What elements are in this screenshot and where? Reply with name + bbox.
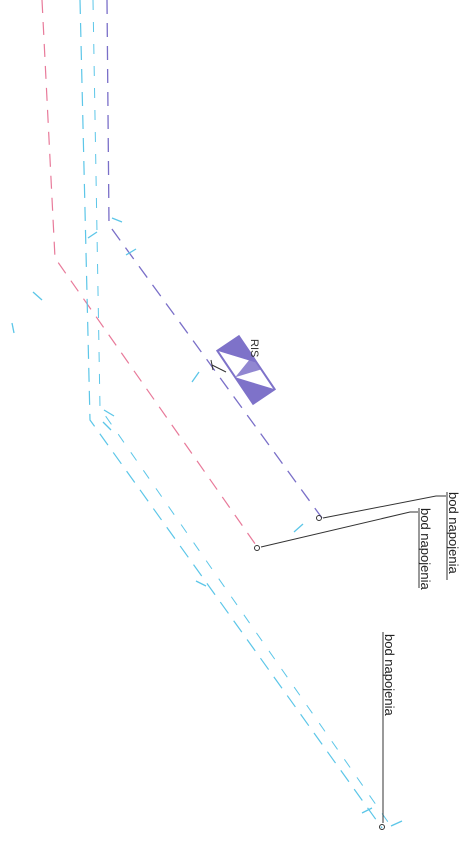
- feed-point-2-leader: [260, 511, 418, 548]
- feed-point-3-marker: [379, 824, 385, 830]
- cyan-tick: [361, 807, 373, 814]
- cyan-conduit-line-outer: [79, 0, 383, 829]
- cyan-tick: [191, 371, 200, 383]
- cyan-tick: [11, 322, 15, 334]
- cyan-tick: [390, 820, 403, 827]
- feed-point-1-marker: [316, 515, 322, 521]
- ris-cabinet-symbol: [210, 334, 277, 406]
- ris-cabinet-fill-left: [217, 336, 257, 363]
- cyan-tick: [32, 291, 43, 301]
- cyan-tick-marks: [11, 217, 403, 827]
- feed-point-3-label: bod napojenia: [382, 634, 397, 716]
- purple-conduit-line: [106, 0, 323, 519]
- cyan-tick: [293, 523, 304, 533]
- cyan-tick: [103, 409, 115, 417]
- ris-cabinet-stub-end: [210, 359, 214, 371]
- ris-cabinet-fill-mid: [235, 356, 262, 378]
- cyan-tick: [125, 248, 137, 256]
- feed-point-1-label: bod napojenia: [446, 492, 461, 574]
- cyan-tick: [87, 231, 98, 239]
- ris-cabinet-fill-right: [235, 377, 275, 404]
- pink-conduit-line: [41, 0, 259, 549]
- feed-point-2-marker: [254, 545, 260, 551]
- ris-label: RIS: [248, 339, 260, 357]
- cyan-tick: [102, 421, 112, 431]
- cyan-tick: [195, 580, 207, 587]
- cyan-tick: [111, 217, 123, 223]
- feed-point-2-label: bod napojenia: [418, 508, 433, 590]
- cyan-conduit-line-inner: [92, 0, 389, 823]
- feed-point-1-leader: [322, 495, 446, 519]
- ris-cabinet-stub: [211, 364, 227, 373]
